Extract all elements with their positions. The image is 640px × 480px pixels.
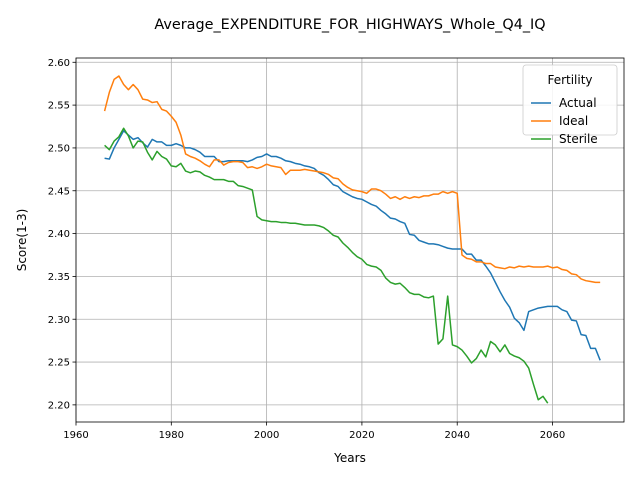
chart-title: Average_EXPENDITURE_FOR_HIGHWAYS_Whole_Q… xyxy=(154,17,545,33)
y-tick-label: 2.55 xyxy=(48,101,70,112)
y-tick-label: 2.40 xyxy=(48,229,70,240)
legend-title: Fertility xyxy=(547,73,592,87)
y-tick-label: 2.50 xyxy=(48,144,70,155)
legend: Fertility Actual Ideal Sterile xyxy=(522,64,618,146)
x-tick-label: 2000 xyxy=(254,430,279,441)
x-tick-label: 2040 xyxy=(444,430,469,441)
x-tick-label: 2020 xyxy=(349,430,374,441)
y-tick-label: 2.35 xyxy=(48,272,70,283)
y-tick-label: 2.45 xyxy=(48,186,70,197)
grid-lines xyxy=(75,58,624,422)
plot-frame xyxy=(75,57,625,423)
series-layer xyxy=(103,75,601,404)
x-tick-label: 1960 xyxy=(63,430,88,441)
legend-box xyxy=(522,64,618,136)
series-line-ideal xyxy=(103,75,601,284)
x-axis-label: Years xyxy=(333,451,366,465)
x-tick-label: 1980 xyxy=(159,430,184,441)
legend-label-sterile: Sterile xyxy=(559,132,598,146)
legend-label-actual: Actual xyxy=(559,96,597,110)
axis-ticks: 1960 1980 2000 2020 2040 2060 2.20 2.25 2.30 2.35… xyxy=(48,58,566,441)
series-line-sterile xyxy=(104,127,549,404)
series-line-actual xyxy=(104,130,601,361)
y-axis-label: Score(1-3) xyxy=(15,209,29,272)
legend-label-ideal: Ideal xyxy=(559,114,588,128)
y-tick-label: 2.30 xyxy=(48,315,70,326)
x-tick-label: 2060 xyxy=(540,430,565,441)
y-tick-label: 2.20 xyxy=(48,400,70,411)
y-tick-label: 2.60 xyxy=(48,58,70,69)
y-tick-label: 2.25 xyxy=(48,358,70,369)
